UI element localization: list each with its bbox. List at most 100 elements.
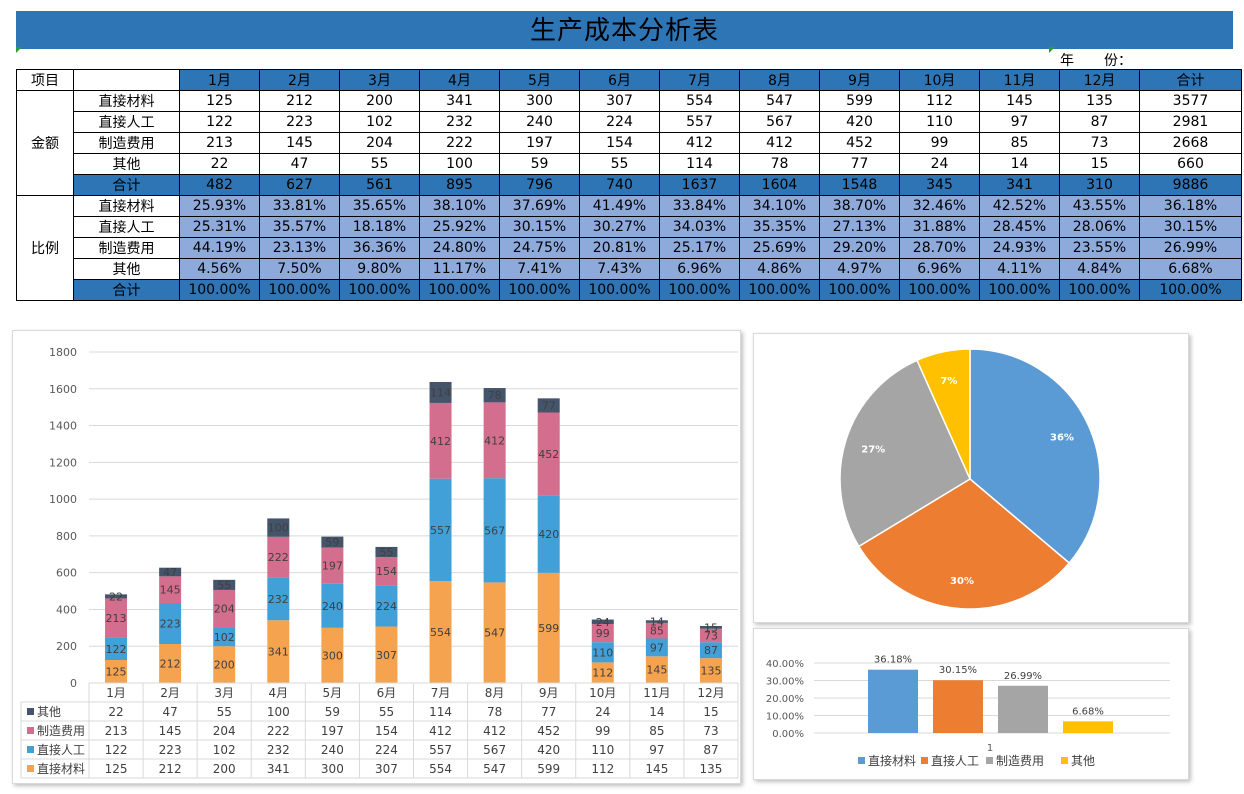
row-label-cell: 直接人工 — [73, 111, 180, 133]
data-table-value: 145 — [159, 724, 182, 738]
value-cell: 412 — [659, 132, 740, 154]
bar-data-label: 100 — [268, 522, 289, 535]
bar-segment — [213, 579, 236, 590]
data-table-value: 15 — [703, 705, 718, 719]
data-table-value: 223 — [159, 743, 182, 757]
value-cell: 114 — [659, 153, 740, 175]
value-cell: 561 — [339, 174, 420, 196]
value-cell: 24.80% — [419, 237, 500, 259]
bar-data-label: 110 — [592, 646, 613, 659]
value-cell: 554 — [659, 90, 740, 112]
cell-marker — [1049, 47, 1055, 53]
bar-segment — [267, 577, 290, 621]
y-tick-label: 0 — [70, 677, 77, 690]
data-table-value: 55 — [379, 705, 394, 719]
value-cell: 20.81% — [579, 237, 660, 259]
y-tick-label: 1600 — [49, 383, 77, 396]
value-cell: 100.00% — [419, 279, 500, 301]
data-table-value: 73 — [703, 724, 718, 738]
ratio-bar-chart: 0.00% 10.00% 20.00% 30.00% 40.00% 36.18% 30.15… — [766, 655, 1170, 768]
value-cell: 55 — [339, 153, 420, 175]
bar-segment — [429, 381, 452, 403]
value-cell: 100 — [419, 153, 500, 175]
row-total-cell: 9886 — [1139, 174, 1242, 196]
data-table-value: 200 — [213, 762, 236, 776]
bar-segment — [699, 625, 722, 629]
data-table-value: 99 — [595, 724, 610, 738]
data-table-value: 567 — [483, 743, 506, 757]
value-cell: 1637 — [659, 174, 740, 196]
bar-data-label: 114 — [430, 386, 451, 399]
cost-table: 项目 1月 2月 3月 4月 5月 6月 7月 8月 9月 10月 11月 12月 合计 金额 直接材料 125… — [16, 69, 1242, 301]
bar-segment — [483, 582, 506, 683]
value-cell: 55 — [579, 153, 660, 175]
bar-data-label: 232 — [268, 593, 289, 606]
value-cell: 14 — [979, 153, 1060, 175]
data-table-value: 154 — [375, 724, 398, 738]
row-label-cell: 直接材料 — [73, 195, 180, 217]
value-cell: 7.43% — [579, 258, 660, 280]
data-table-value: 557 — [429, 743, 452, 757]
table-row: 其他 4.56% 7.50% 9.80% 11.17% 7.41% 7.43% 6.96% 4.… — [17, 258, 1242, 280]
table-row: 合计 100.00% 100.00% 100.00% 100.00% 100.00% 100… — [17, 279, 1242, 301]
ratio-bar-label: 36.18% — [874, 655, 912, 666]
bar-data-label: 223 — [160, 618, 181, 631]
data-table-value: 420 — [537, 743, 560, 757]
data-table-value: 145 — [645, 762, 668, 776]
bar-data-label: 145 — [160, 584, 181, 597]
row-total-cell: 100.00% — [1139, 279, 1242, 301]
value-cell: 122 — [179, 111, 260, 133]
value-cell: 412 — [739, 132, 820, 154]
bar-segment — [105, 637, 128, 661]
value-cell: 240 — [499, 111, 580, 133]
data-table-value: 59 — [325, 705, 340, 719]
bar-data-label: 307 — [376, 649, 397, 662]
value-cell: 85 — [979, 132, 1060, 154]
stacked-bar-chart-panel: 0 200 400 600 800 1000 1200 1400 1600 1800 125 122 2… — [12, 330, 741, 784]
value-cell: 895 — [419, 174, 500, 196]
bar-segment — [267, 620, 290, 683]
value-cell: 22 — [179, 153, 260, 175]
legend-label: 直接材料 — [868, 753, 916, 768]
x-category-label: 4月 — [268, 686, 288, 700]
data-table-value: 85 — [649, 724, 664, 738]
x-category-label: 3月 — [214, 686, 234, 700]
bar-data-label: 197 — [322, 560, 343, 573]
ratio-bar — [998, 685, 1048, 733]
value-cell: 36.36% — [339, 237, 420, 259]
bar-data-label: 125 — [106, 666, 127, 679]
pie-slice — [857, 478, 1071, 610]
data-table-value: 204 — [213, 724, 236, 738]
row-label-cell: 直接人工 — [73, 216, 180, 238]
bar-segment — [537, 398, 560, 413]
bar-data-label: 77 — [542, 399, 556, 412]
row-total-cell: 2981 — [1139, 111, 1242, 133]
legend-key — [986, 757, 993, 764]
row-label-cell: 合计 — [73, 174, 180, 196]
row-total-cell: 36.18% — [1139, 195, 1242, 217]
group-label-cell: 比例 — [16, 195, 74, 301]
value-cell: 222 — [419, 132, 500, 154]
value-cell: 25.69% — [739, 237, 820, 259]
bar-data-label: 112 — [592, 667, 613, 680]
value-cell: 627 — [259, 174, 340, 196]
value-cell: 35.65% — [339, 195, 420, 217]
legend-label: 直接人工 — [931, 753, 979, 768]
bar-segment — [267, 536, 290, 578]
pie-data-label: 7% — [940, 376, 957, 387]
value-cell: 740 — [579, 174, 660, 196]
value-cell: 34.10% — [739, 195, 820, 217]
value-cell: 33.81% — [259, 195, 340, 217]
data-table-value: 307 — [375, 762, 398, 776]
y-tick-label: 1800 — [49, 346, 77, 359]
value-cell: 112 — [899, 90, 980, 112]
bar-data-label: 222 — [268, 551, 289, 564]
value-cell: 100.00% — [339, 279, 420, 301]
pie-chart: 36% 30% 27% 7% — [839, 348, 1101, 610]
bar-data-label: 567 — [484, 524, 505, 537]
bar-segment — [375, 557, 398, 586]
value-cell: 1604 — [739, 174, 820, 196]
bar-data-label: 212 — [160, 658, 181, 671]
y-tick-label: 20.00% — [766, 694, 804, 705]
bar-data-label: 554 — [430, 626, 451, 639]
